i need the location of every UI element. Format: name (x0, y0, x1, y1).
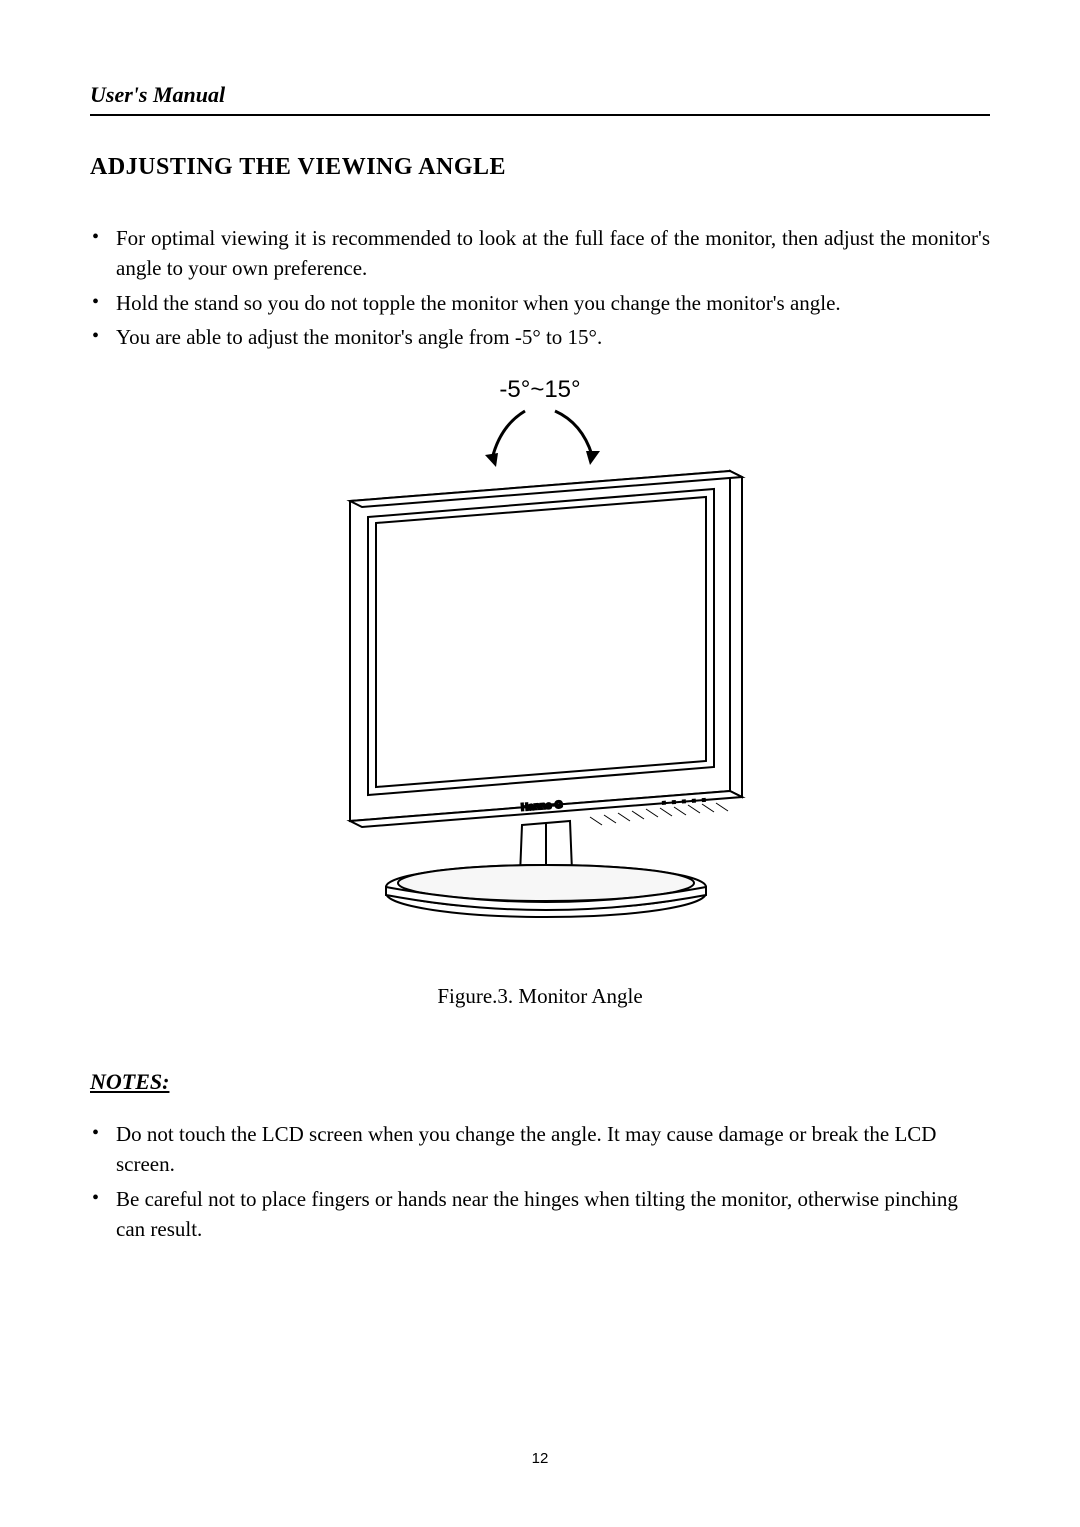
list-item: Be careful not to place fingers or hands… (116, 1184, 990, 1245)
list-item: Do not touch the LCD screen when you cha… (116, 1119, 990, 1180)
list-item: You are able to adjust the monitor's ang… (116, 322, 990, 352)
section-title: ADJUSTING THE VIEWING ANGLE (90, 154, 990, 181)
header-title: User's Manual (90, 82, 990, 108)
list-item: For optimal viewing it is recommended to… (116, 223, 990, 284)
angle-label: -5°~15° (499, 376, 580, 403)
header-rule (90, 114, 990, 116)
page-number: 12 (0, 1450, 1080, 1467)
notes-list: Do not touch the LCD screen when you cha… (90, 1119, 990, 1245)
figure-caption: Figure.3. Monitor Angle (90, 984, 990, 1009)
monitor-base (386, 865, 706, 917)
notes-title: NOTES: (90, 1069, 990, 1095)
tilt-arrow-right-icon (555, 411, 600, 465)
figure-monitor-angle: -5°~15° (90, 371, 990, 1009)
monitor-illustration: -5°~15° (290, 371, 790, 931)
tilt-arrow-left-icon (485, 411, 525, 467)
list-item: Hold the stand so you do not topple the … (116, 288, 990, 318)
monitor-body: Hanns·G (350, 471, 742, 827)
instruction-list: For optimal viewing it is recommended to… (90, 223, 990, 353)
